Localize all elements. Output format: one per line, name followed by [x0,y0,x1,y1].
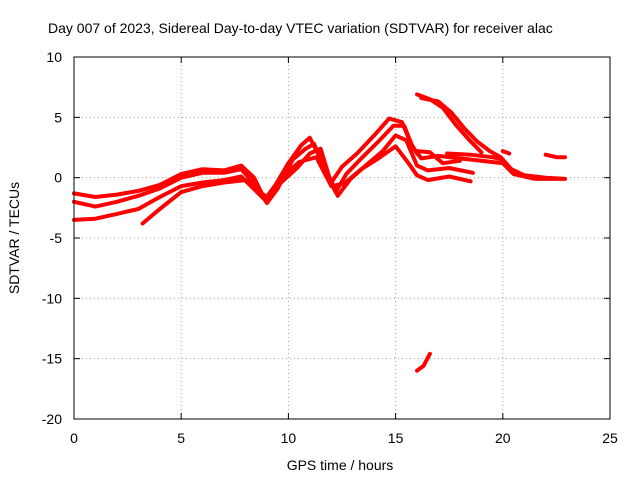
x-tick-label: 0 [70,430,78,446]
series-track-7 [445,151,505,162]
series-track-9 [500,149,512,156]
y-tick-label: 5 [54,109,62,125]
chart-title: Day 007 of 2023, Sidereal Day-to-day VTE… [48,20,553,36]
series-track-8 [415,149,462,166]
series-track-11 [415,351,432,373]
series-track-10 [543,152,567,160]
y-tick-label: -20 [42,411,62,427]
x-tick-label: 10 [281,430,297,446]
x-tick-label: 20 [495,430,511,446]
y-tick-label: -15 [42,351,62,367]
data-series [72,92,567,373]
x-axis-label: GPS time / hours [287,457,394,473]
y-axis-ticks: -20 -15 -10 -5 0 5 10 [42,49,610,427]
series-track-4 [140,144,473,226]
x-tick-label: 25 [602,430,618,446]
y-axis-label: SDTVAR / TECUs [6,182,22,294]
y-tick-label: 0 [54,170,62,186]
series-track-6 [415,92,484,155]
series-track-2 [72,123,565,209]
y-tick-label: -5 [50,230,63,246]
grid-lines [74,57,610,419]
x-tick-label: 5 [177,430,185,446]
y-tick-label: 10 [46,49,62,65]
y-tick-label: -10 [42,290,62,306]
series-track-5 [419,96,567,181]
x-axis-ticks: 0 5 10 15 20 25 [70,57,618,446]
plot-frame [73,56,611,420]
x-tick-label: 15 [388,430,404,446]
series-track-1 [72,116,419,202]
